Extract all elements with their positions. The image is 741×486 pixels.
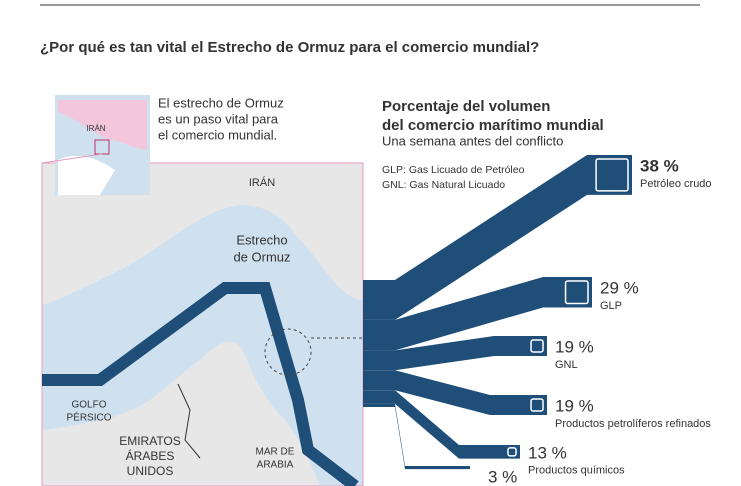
sea-label: ARABIA bbox=[257, 460, 294, 471]
intro-text: el comercio mundial. bbox=[158, 127, 277, 142]
flow-chart: 38 % Petróleo crudo 29 % GLP 19 % GNL 19 % Prod… bbox=[363, 155, 712, 486]
category-label: Productos químicos bbox=[528, 465, 625, 477]
inset-connector bbox=[41, 153, 103, 164]
flow-band bbox=[363, 390, 520, 459]
value-label: 3 % bbox=[488, 467, 517, 486]
value-label: 19 % bbox=[555, 396, 594, 415]
map: IRÁN IRÁN bbox=[41, 95, 364, 486]
gulf-label: GOLFO bbox=[71, 400, 106, 411]
category-label: GNL bbox=[555, 359, 578, 371]
flow-band bbox=[363, 336, 547, 371]
chart-title: Porcentaje del volumen bbox=[382, 98, 550, 115]
uae-label: ÁRABES bbox=[126, 448, 175, 463]
flow-band bbox=[363, 370, 547, 415]
gulf-label: PÉRSICO bbox=[66, 411, 111, 424]
shipping-route bbox=[42, 282, 359, 486]
inset-iran bbox=[58, 100, 147, 150]
border bbox=[177, 383, 201, 459]
icon bbox=[530, 339, 544, 353]
inset-arabia bbox=[58, 155, 115, 195]
intro-text: es un paso vital para bbox=[158, 111, 279, 126]
strait-circle bbox=[264, 328, 312, 376]
note: GNL: Gas Natural Licuado bbox=[382, 179, 505, 191]
flow-band bbox=[363, 155, 632, 320]
note: GLP: Gas Licuado de Petróleo bbox=[382, 164, 525, 176]
category-label: GLP bbox=[600, 300, 622, 312]
inset-label: IRÁN bbox=[86, 124, 105, 133]
value-label: 19 % bbox=[555, 337, 594, 356]
icon bbox=[530, 398, 544, 412]
category-label: Petróleo crudo bbox=[640, 178, 712, 190]
intro-text: El estrecho de Ormuz bbox=[158, 95, 284, 110]
land-arabia bbox=[42, 341, 320, 486]
icon bbox=[507, 447, 517, 457]
value-label: 13 % bbox=[528, 443, 567, 462]
value-label: 38 % bbox=[640, 156, 679, 175]
category-label: Productos petrolíferos refinados bbox=[555, 418, 711, 430]
flow-band bbox=[363, 277, 592, 351]
chart-subtitle: Una semana antes del conflicto bbox=[382, 133, 563, 148]
sea-label: MAR DE bbox=[256, 447, 295, 458]
strait-label: de Ormuz bbox=[233, 249, 290, 264]
value-label: 29 % bbox=[600, 278, 639, 297]
uae-label: EMIRATOS bbox=[119, 434, 181, 448]
uae-label: UNIDOS bbox=[127, 464, 174, 478]
land-iran bbox=[42, 163, 363, 305]
page-title: ¿Por qué es tan vital el Estrecho de Orm… bbox=[40, 39, 539, 56]
strait-label: Estrecho bbox=[236, 232, 287, 247]
icon bbox=[564, 280, 589, 305]
icon bbox=[595, 158, 629, 192]
chart-title: del comercio marítimo mundial bbox=[382, 117, 604, 134]
iran-label: IRÁN bbox=[249, 176, 275, 189]
